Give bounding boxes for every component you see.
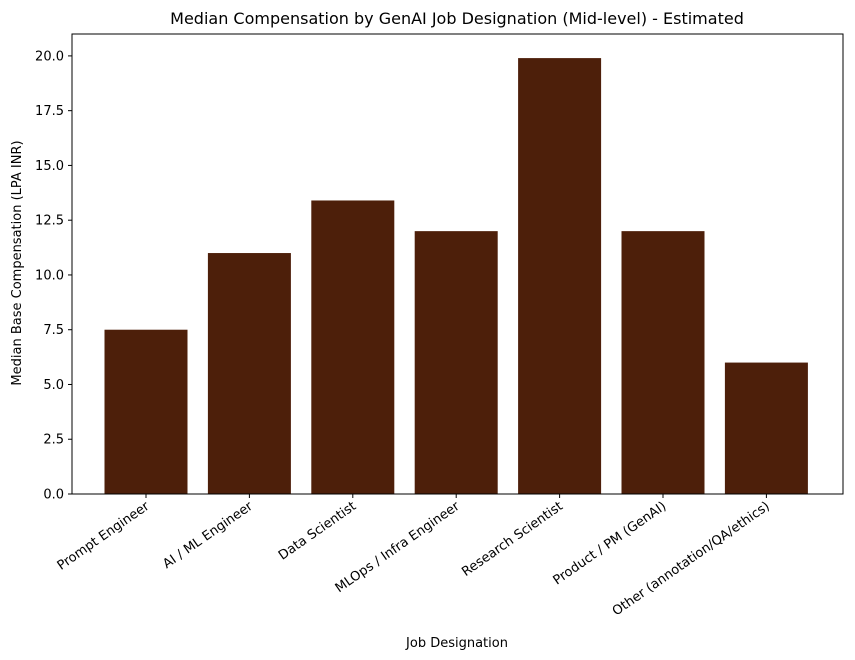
x-tick-label: Prompt Engineer — [55, 499, 153, 574]
y-tick-label: 5.0 — [43, 378, 64, 393]
y-axis-ticks: 0.0 2.5 5.0 7.5 10.0 12.5 15.0 17.5 20.0 — [35, 49, 72, 503]
y-tick-label: 10.0 — [35, 268, 64, 283]
bar-4 — [518, 58, 602, 494]
x-tick-label: Research Scientist — [459, 499, 566, 580]
bar-0 — [104, 329, 188, 494]
bar-1 — [207, 253, 291, 494]
x-axis-ticks: Prompt Engineer AI / ML Engineer Data Scie… — [55, 494, 773, 619]
y-axis-label: Median Base Compensation (LPA INR) — [10, 140, 25, 385]
plot-frame — [71, 33, 844, 495]
y-tick-label: 0.0 — [43, 488, 64, 503]
x-axis-label: Job Designation — [405, 636, 508, 651]
y-tick-label: 17.5 — [35, 104, 64, 119]
y-tick-label: 12.5 — [35, 214, 64, 229]
y-tick-label: 7.5 — [43, 323, 64, 338]
bar-5 — [621, 231, 705, 494]
x-tick-label: Data Scientist — [276, 499, 359, 563]
y-tick-label: 2.5 — [43, 433, 64, 448]
y-tick-label: 20.0 — [35, 49, 64, 64]
x-tick-label: Product / PM (GenAI) — [551, 499, 670, 588]
bar-2 — [311, 200, 395, 494]
y-tick-label: 15.0 — [35, 159, 64, 174]
x-tick-label: AI / ML Engineer — [160, 499, 256, 572]
chart-title: Median Compensation by GenAI Job Designa… — [170, 9, 744, 28]
bars-group — [104, 58, 808, 494]
bar-6 — [724, 362, 808, 494]
bar-3 — [414, 231, 498, 494]
